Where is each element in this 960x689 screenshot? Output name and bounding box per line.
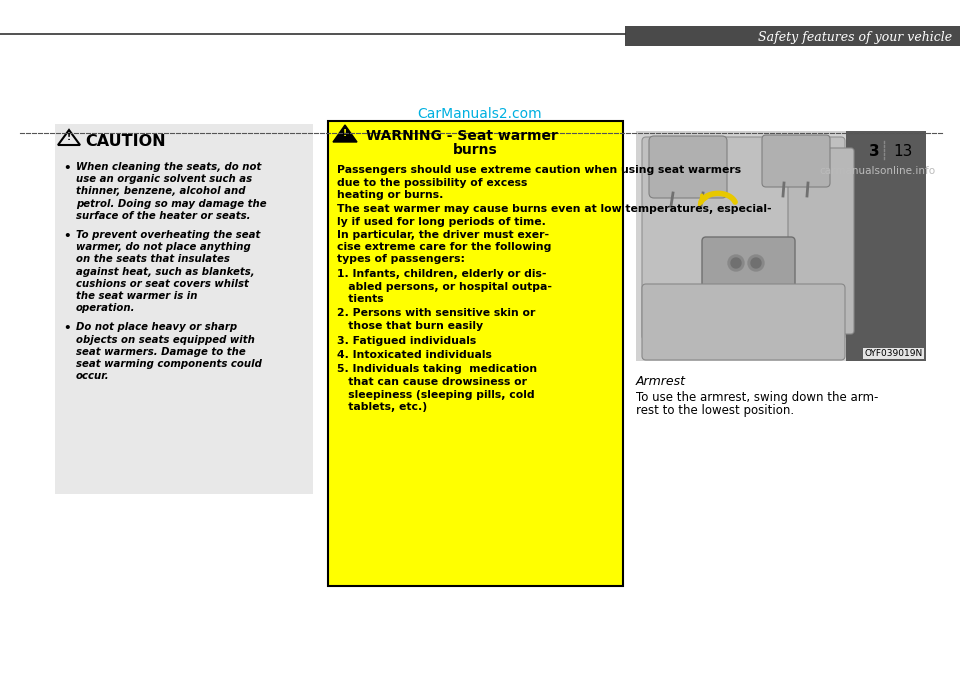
- Text: Do not place heavy or sharp: Do not place heavy or sharp: [76, 322, 237, 332]
- Text: burns: burns: [453, 143, 498, 157]
- Text: tablets, etc.): tablets, etc.): [337, 402, 427, 412]
- Text: types of passengers:: types of passengers:: [337, 254, 465, 265]
- Circle shape: [728, 255, 744, 271]
- Circle shape: [751, 258, 761, 268]
- FancyBboxPatch shape: [625, 26, 960, 46]
- Text: petrol. Doing so may damage the: petrol. Doing so may damage the: [76, 198, 267, 209]
- Text: cise extreme care for the following: cise extreme care for the following: [337, 242, 551, 252]
- Text: those that burn easily: those that burn easily: [337, 321, 483, 331]
- Text: 13: 13: [893, 143, 912, 158]
- Text: operation.: operation.: [76, 303, 135, 313]
- Text: To use the armrest, swing down the arm-: To use the armrest, swing down the arm-: [636, 391, 878, 404]
- Text: Safety features of your vehicle: Safety features of your vehicle: [757, 30, 952, 43]
- FancyBboxPatch shape: [702, 237, 795, 297]
- Text: CAUTION: CAUTION: [85, 134, 166, 149]
- Text: CarManuals2.com: CarManuals2.com: [418, 107, 542, 121]
- Text: OYF039019N: OYF039019N: [865, 349, 923, 358]
- Text: against heat, such as blankets,: against heat, such as blankets,: [76, 267, 254, 276]
- Text: that can cause drowsiness or: that can cause drowsiness or: [337, 377, 527, 387]
- Polygon shape: [333, 125, 357, 142]
- Text: objects on seats equipped with: objects on seats equipped with: [76, 335, 254, 344]
- Text: Armrest: Armrest: [636, 375, 686, 388]
- Text: •: •: [63, 162, 71, 175]
- Text: 3: 3: [870, 143, 880, 158]
- Text: •: •: [63, 322, 71, 336]
- Text: The seat warmer may cause burns even at low temperatures, especial-: The seat warmer may cause burns even at …: [337, 205, 772, 214]
- Text: sleepiness (sleeping pills, cold: sleepiness (sleeping pills, cold: [337, 389, 535, 400]
- Text: use an organic solvent such as: use an organic solvent such as: [76, 174, 252, 184]
- Text: tients: tients: [337, 294, 384, 304]
- FancyBboxPatch shape: [642, 137, 845, 340]
- Text: thinner, benzene, alcohol and: thinner, benzene, alcohol and: [76, 187, 246, 196]
- FancyBboxPatch shape: [762, 135, 830, 187]
- Text: on the seats that insulates: on the seats that insulates: [76, 254, 229, 265]
- Text: 2. Persons with sensitive skin or: 2. Persons with sensitive skin or: [337, 309, 536, 318]
- Text: due to the possibility of excess: due to the possibility of excess: [337, 178, 527, 187]
- Text: warmer, do not place anything: warmer, do not place anything: [76, 243, 251, 252]
- Text: To prevent overheating the seat: To prevent overheating the seat: [76, 230, 260, 240]
- Text: !: !: [67, 133, 71, 142]
- Text: 5. Individuals taking  medication: 5. Individuals taking medication: [337, 364, 538, 375]
- Text: seat warming components could: seat warming components could: [76, 359, 262, 369]
- Circle shape: [748, 255, 764, 271]
- FancyBboxPatch shape: [636, 131, 926, 361]
- Text: rest to the lowest position.: rest to the lowest position.: [636, 404, 794, 417]
- Text: carmanualsonline.info: carmanualsonline.info: [819, 166, 935, 176]
- Text: abled persons, or hospital outpa-: abled persons, or hospital outpa-: [337, 282, 552, 291]
- Text: 4. Intoxicated individuals: 4. Intoxicated individuals: [337, 350, 492, 360]
- Text: cushions or seat covers whilst: cushions or seat covers whilst: [76, 279, 249, 289]
- Text: Passengers should use extreme caution when using seat warmers: Passengers should use extreme caution wh…: [337, 165, 741, 175]
- Text: 3. Fatigued individuals: 3. Fatigued individuals: [337, 336, 476, 345]
- FancyBboxPatch shape: [846, 131, 926, 361]
- FancyBboxPatch shape: [55, 124, 313, 494]
- Text: the seat warmer is in: the seat warmer is in: [76, 291, 198, 301]
- Text: When cleaning the seats, do not: When cleaning the seats, do not: [76, 162, 261, 172]
- Text: 1. Infants, children, elderly or dis-: 1. Infants, children, elderly or dis-: [337, 269, 546, 279]
- Text: ly if used for long periods of time.: ly if used for long periods of time.: [337, 217, 546, 227]
- FancyBboxPatch shape: [649, 136, 727, 198]
- FancyBboxPatch shape: [328, 121, 623, 586]
- Text: surface of the heater or seats.: surface of the heater or seats.: [76, 211, 251, 220]
- Text: •: •: [63, 230, 71, 243]
- FancyBboxPatch shape: [642, 284, 845, 360]
- Text: seat warmers. Damage to the: seat warmers. Damage to the: [76, 347, 246, 357]
- Text: heating or burns.: heating or burns.: [337, 190, 444, 200]
- Text: In particular, the driver must exer-: In particular, the driver must exer-: [337, 229, 549, 240]
- Circle shape: [731, 258, 741, 268]
- Text: WARNING - Seat warmer: WARNING - Seat warmer: [366, 129, 558, 143]
- Text: !: !: [343, 129, 348, 138]
- Text: occur.: occur.: [76, 371, 109, 381]
- FancyBboxPatch shape: [788, 148, 854, 334]
